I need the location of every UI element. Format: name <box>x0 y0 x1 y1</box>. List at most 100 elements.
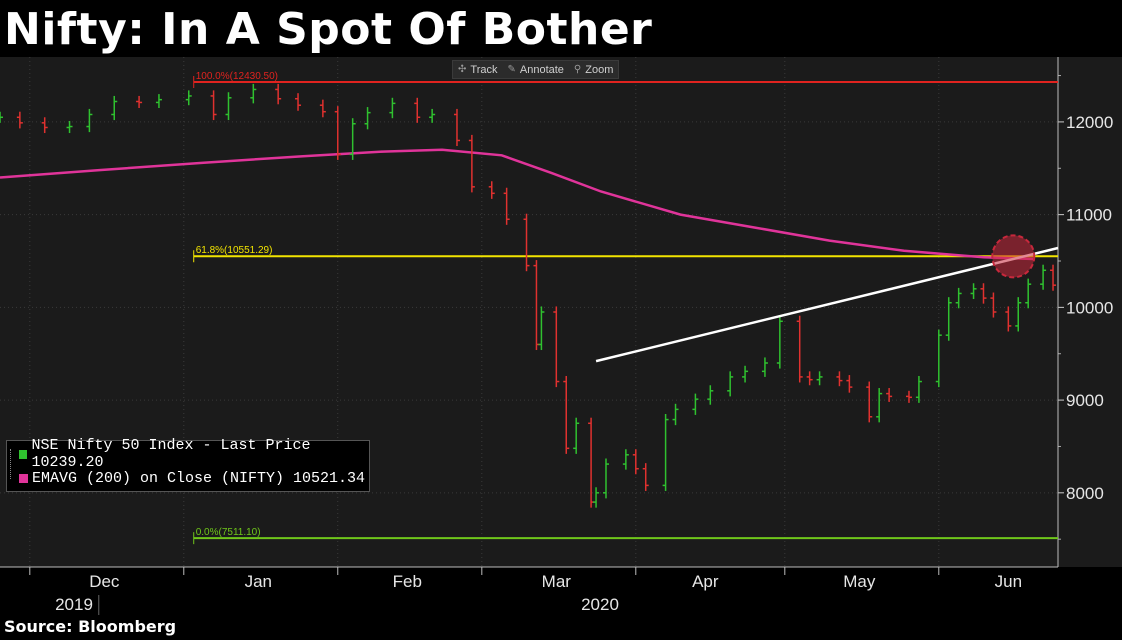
price-bar <box>707 385 714 405</box>
y-tick-label: 8000 <box>1066 484 1104 503</box>
price-bar <box>761 357 768 377</box>
fib-level-label: 0.0%(7511.10) <box>196 527 261 538</box>
price-bar <box>796 315 803 383</box>
page-title: Nifty: In A Spot Of Bother <box>4 4 653 55</box>
legend-drag-handle[interactable] <box>10 449 16 479</box>
price-bar <box>742 365 749 383</box>
price-bar <box>1015 297 1022 332</box>
trendline <box>595 246 1059 363</box>
price-bar <box>429 108 436 123</box>
price-bar <box>632 449 639 475</box>
plot-background <box>0 57 1122 615</box>
legend-entry-nifty: NSE Nifty 50 Index - Last Price 10239.20 <box>19 437 369 471</box>
price-bar <box>573 417 580 454</box>
source-bar: Source: Bloomberg <box>0 615 1122 640</box>
price-bar <box>319 99 326 118</box>
x-year-label: 2020 <box>581 595 619 614</box>
source-label: Source: Bloomberg <box>4 617 177 636</box>
price-bar <box>866 381 873 423</box>
price-bar <box>185 90 192 106</box>
price-bar <box>0 111 3 123</box>
price-bar <box>593 487 600 508</box>
legend-swatch-ema <box>19 473 28 483</box>
price-bar <box>225 92 232 121</box>
price-bars <box>0 83 1057 508</box>
price-bar <box>905 390 912 403</box>
zoom-label: Zoom <box>585 63 614 76</box>
price-bar <box>553 306 560 388</box>
x-year-label: 2019 <box>55 595 93 614</box>
price-bar <box>776 315 783 369</box>
price-bar <box>1005 306 1012 332</box>
price-bar <box>642 463 649 491</box>
highlight-circle <box>991 234 1036 279</box>
x-tick-label: Mar <box>542 572 572 591</box>
price-chart[interactable]: 8000 9000 10000 11000 12000 Dec Jan Feb Mar Apr Ma… <box>0 57 1122 615</box>
price-bar <box>816 371 823 386</box>
y-tick-label: 11000 <box>1066 206 1112 225</box>
price-bar <box>727 371 734 397</box>
price-bar <box>935 329 942 388</box>
y-tick-label: 9000 <box>1066 391 1104 410</box>
price-bar <box>1025 278 1032 309</box>
price-bar <box>622 449 629 470</box>
price-bar <box>41 117 48 134</box>
price-bar <box>16 111 23 129</box>
chart-legend[interactable]: NSE Nifty 50 Index - Last Price 10239.20… <box>6 437 370 492</box>
legend-entry-ema: EMAVG (200) on Close (NIFTY) 10521.34 <box>19 467 369 489</box>
price-bar <box>111 95 118 121</box>
x-tick-label: Apr <box>692 572 719 591</box>
price-bar <box>488 181 495 199</box>
track-label: Track <box>470 63 498 76</box>
price-bar <box>538 306 545 351</box>
price-bar <box>1040 264 1047 290</box>
zoom-button[interactable]: ⚲ Zoom <box>569 64 618 76</box>
price-bar <box>806 371 813 386</box>
price-bar <box>453 108 460 147</box>
x-tick-label: May <box>843 572 876 591</box>
legend-swatch-nifty <box>19 449 28 459</box>
price-bar <box>334 106 341 160</box>
price-bar <box>990 292 997 318</box>
price-bar <box>389 97 396 119</box>
price-bar <box>364 107 371 130</box>
price-bar <box>980 283 987 304</box>
x-tick-label: Dec <box>89 572 120 591</box>
track-button[interactable]: ✣ Track <box>453 64 502 76</box>
annotate-button[interactable]: ✎ Annotate <box>502 64 568 76</box>
ema-200-line <box>0 148 1034 261</box>
fib-level-label: 61.8%(10551.29) <box>196 245 273 256</box>
price-bar <box>523 213 530 272</box>
price-bar <box>1050 264 1057 291</box>
price-bar <box>602 458 609 499</box>
legend-label-ema: EMAVG (200) on Close (NIFTY) 10521.34 <box>32 469 366 487</box>
price-bar <box>886 388 893 402</box>
legend-label-nifty: NSE Nifty 50 Index - Last Price 10239.20 <box>31 437 311 471</box>
price-bar <box>66 120 73 134</box>
chart-toolbar: ✣ Track ✎ Annotate ⚲ Zoom <box>452 60 620 79</box>
price-bar <box>468 134 475 193</box>
magnifier-icon: ⚲ <box>573 64 582 75</box>
price-bar <box>349 118 356 160</box>
price-bar <box>846 375 853 393</box>
y-tick-label: 12000 <box>1066 113 1113 132</box>
price-bar <box>692 393 699 415</box>
price-bar <box>414 97 421 123</box>
x-tick-label: Jan <box>245 572 272 591</box>
price-bar <box>295 93 302 111</box>
x-axis-band <box>0 567 1122 615</box>
price-bar <box>503 187 510 225</box>
price-bar <box>876 388 883 423</box>
y-tick-label: 10000 <box>1066 298 1113 317</box>
price-bar <box>210 90 217 121</box>
price-bar <box>86 108 93 133</box>
x-tick-label: Feb <box>393 572 422 591</box>
price-bar <box>945 297 952 341</box>
price-bar <box>662 414 669 491</box>
crosshair-icon: ✣ <box>458 64 467 75</box>
price-bar <box>915 375 922 403</box>
price-bar <box>155 94 162 108</box>
x-tick-label: Jun <box>995 572 1022 591</box>
chart-area[interactable]: 8000 9000 10000 11000 12000 Dec Jan Feb Mar Apr Ma… <box>0 57 1122 615</box>
annotate-label: Annotate <box>519 63 564 76</box>
